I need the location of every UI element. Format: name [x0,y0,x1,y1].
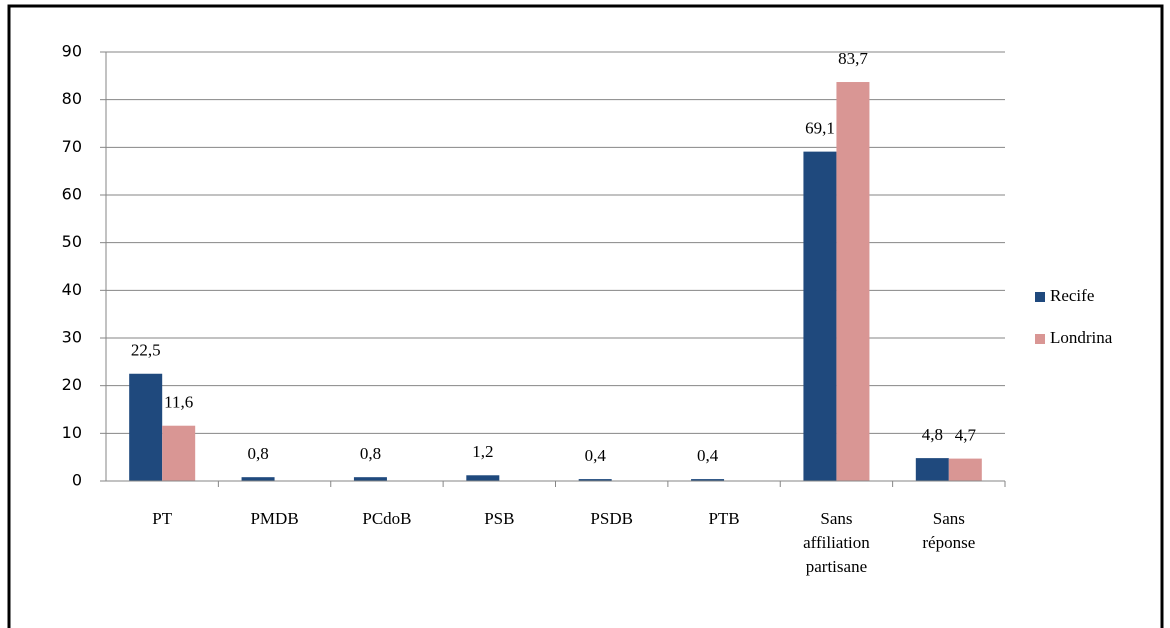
value-label: 4,7 [955,426,977,445]
y-tick-label: 70 [62,137,82,156]
x-tick-label: Sans affiliation partisane [803,509,870,576]
y-tick-label: 0 [72,471,82,490]
value-label: 11,6 [164,393,193,412]
frame [7,4,1164,628]
x-tick-label: PCdoB [362,509,411,528]
value-label: 69,1 [805,119,835,138]
bar [915,458,949,481]
y-tick-label: 60 [62,185,82,204]
value-label: 0,4 [697,446,719,465]
bar [836,82,870,481]
value-label: 83,7 [838,49,868,68]
x-tick-label: Sans réponse [922,509,975,552]
value-label: 0,8 [360,444,381,463]
bar [129,373,163,481]
x-tick-label: PT [152,509,172,528]
value-label: 22,5 [131,341,161,360]
bar [353,477,387,481]
y-tick-label: 80 [62,89,82,108]
bar [803,151,837,481]
x-tick-label: PSDB [590,509,633,528]
legend-swatch [1035,292,1045,302]
value-label: 1,2 [472,442,493,461]
x-tick-label: PSB [484,509,514,528]
legend-label: Londrina [1050,328,1113,347]
bar [691,479,725,481]
y-tick-label: 30 [62,328,82,347]
value-label: 4,8 [922,425,943,444]
bar [241,477,275,481]
bar [162,425,196,481]
bar [466,475,500,481]
bar [578,479,612,481]
y-tick-label: 50 [62,232,82,251]
bar [948,458,982,481]
x-tick-label: PTB [708,509,739,528]
y-tick-label: 10 [62,423,82,442]
value-label: 0,4 [585,446,607,465]
y-tick-label: 20 [62,375,82,394]
value-label: 0,8 [247,444,268,463]
legend-label: Recife [1050,286,1094,305]
y-tick-label: 90 [62,42,82,61]
x-tick-label: PMDB [250,509,298,528]
y-tick-label: 40 [62,280,82,299]
legend-swatch [1035,334,1045,344]
